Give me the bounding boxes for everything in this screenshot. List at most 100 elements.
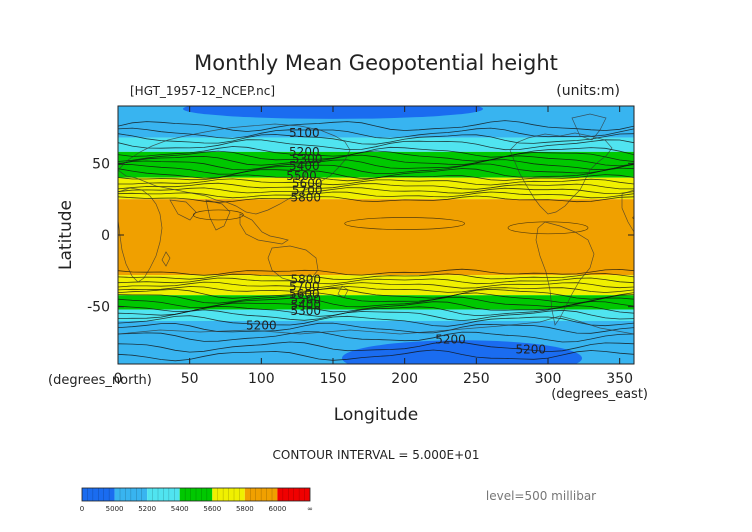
colorbar-swatch: [82, 488, 115, 501]
x-tick-label: 300: [535, 371, 562, 387]
contour-label: 5300: [290, 304, 321, 318]
contour-label: 5400: [289, 159, 320, 173]
x-tick-label: 350: [606, 371, 633, 387]
contour-label: 5800: [290, 191, 321, 205]
contour-label: 5200: [289, 145, 320, 159]
isoline-15: [118, 195, 634, 203]
isoline-5: [118, 150, 634, 162]
x-tick-label: 250: [463, 371, 490, 387]
south-low-5200: [342, 340, 582, 364]
contour-interval-text: CONTOUR INTERVAL = 5.000E+01: [273, 448, 480, 462]
colorbar-label: 5600: [203, 505, 221, 513]
colorbar-swatch: [277, 488, 310, 501]
contour-label: 5800: [290, 272, 321, 286]
isoline-0: [118, 120, 634, 132]
contour-label: 5400: [290, 298, 321, 312]
colorbar-label: 5200: [138, 505, 156, 513]
isoline-3: [118, 139, 634, 151]
x-tick-label: 50: [181, 371, 199, 387]
isoline-22: [118, 292, 634, 304]
isoline-16: [118, 268, 634, 276]
x-tick-label: 100: [248, 371, 275, 387]
contour-label: 5500: [286, 169, 317, 183]
contour-label: 5600: [289, 287, 320, 301]
band-7: [118, 309, 634, 321]
contour-lines: [118, 120, 634, 362]
colorbar-swatch: [244, 488, 278, 501]
contour-label: 5700: [289, 280, 320, 294]
north-low-5100: [183, 106, 483, 119]
file-label: [HGT_1957-12_NCEP.nc]: [130, 84, 275, 98]
isoline-21: [118, 287, 634, 300]
isoline-2: [118, 133, 634, 145]
colorbar-swatch: [212, 488, 245, 501]
x-axis: 0 50 100 150 200 250 300 350: [114, 106, 633, 387]
band-4: [118, 199, 634, 276]
y-tick-label: 50: [92, 156, 110, 172]
contour-labels: 5100520053005400550056005700580058005700…: [246, 126, 546, 356]
isoline-29: [118, 331, 634, 343]
contour-label: 5200: [246, 318, 277, 332]
isoline-13: [118, 187, 634, 194]
band-6: [118, 295, 634, 310]
contour-label: 5200: [435, 333, 466, 347]
isoline-19: [118, 281, 634, 289]
isoline-10: [118, 174, 634, 182]
units-label: (units:m): [556, 83, 620, 99]
y-axis: -50 0 50: [87, 156, 634, 316]
colorbar-swatch: [179, 488, 213, 501]
isoline-28: [118, 322, 634, 334]
colorbar-swatch: [147, 488, 180, 501]
isoline-25: [118, 305, 634, 317]
tropical-contour-1: [192, 209, 244, 221]
isoline-26: [118, 309, 634, 322]
coastlines: [118, 113, 634, 335]
isoline-1: [118, 127, 634, 139]
isoline-12: [118, 182, 634, 190]
color-legend: 0 5000 5200 5400 5600 5800 6000 ∞: [80, 487, 313, 513]
plot-area: 5100520053005400550056005700580058005700…: [118, 106, 634, 364]
isoline-20: [118, 286, 634, 293]
color-bands: [118, 106, 634, 364]
band-1: [118, 137, 634, 152]
tropical-contour-3: [632, 216, 634, 220]
x-tick-label: 150: [320, 371, 347, 387]
chart-title: Monthly Mean Geopotential height: [194, 51, 558, 75]
isoline-27: [118, 315, 634, 327]
y-axis-label: Latitude: [56, 200, 76, 270]
colorbar-frame: [81, 487, 311, 502]
x-axis-label: Longitude: [334, 405, 419, 425]
colorbar-label: 5400: [171, 505, 189, 513]
y-unit-label: (degrees_north): [48, 373, 152, 388]
colorbar-label: 6000: [269, 505, 287, 513]
colorbar-swatch: [114, 488, 148, 501]
tropical-contour-0: [344, 217, 466, 230]
colorbar-label: ∞: [307, 505, 313, 513]
x-tick-label: 200: [391, 371, 418, 387]
x-unit-label: (degrees_east): [551, 387, 648, 402]
y-tick-label: -50: [87, 300, 110, 316]
isoline-23: [118, 296, 634, 308]
isoline-8: [118, 163, 634, 175]
contour-label: 5300: [292, 152, 323, 166]
isoline-30: [118, 341, 634, 353]
contour-label: 5700: [292, 184, 323, 198]
isoline-7: [118, 159, 634, 171]
isoline-11: [118, 178, 634, 186]
x-tick-label: 0: [114, 371, 123, 387]
colorbar-label: 5000: [106, 505, 124, 513]
colorbar-label: 0: [80, 505, 84, 513]
isoline-6: [118, 154, 634, 167]
colorbar-label: 5800: [236, 505, 254, 513]
contour-label: 5200: [516, 343, 547, 357]
contour-label: 5600: [292, 176, 323, 190]
tropical-contour-2: [507, 221, 589, 235]
y-tick-label: 0: [101, 228, 110, 244]
isoline-4: [118, 146, 634, 158]
isoline-17: [118, 273, 634, 281]
isoline-14: [118, 191, 634, 199]
contour-label: 5500: [290, 293, 321, 307]
band-3: [118, 177, 634, 200]
pressure-level-text: level=500 millibar: [486, 489, 596, 503]
